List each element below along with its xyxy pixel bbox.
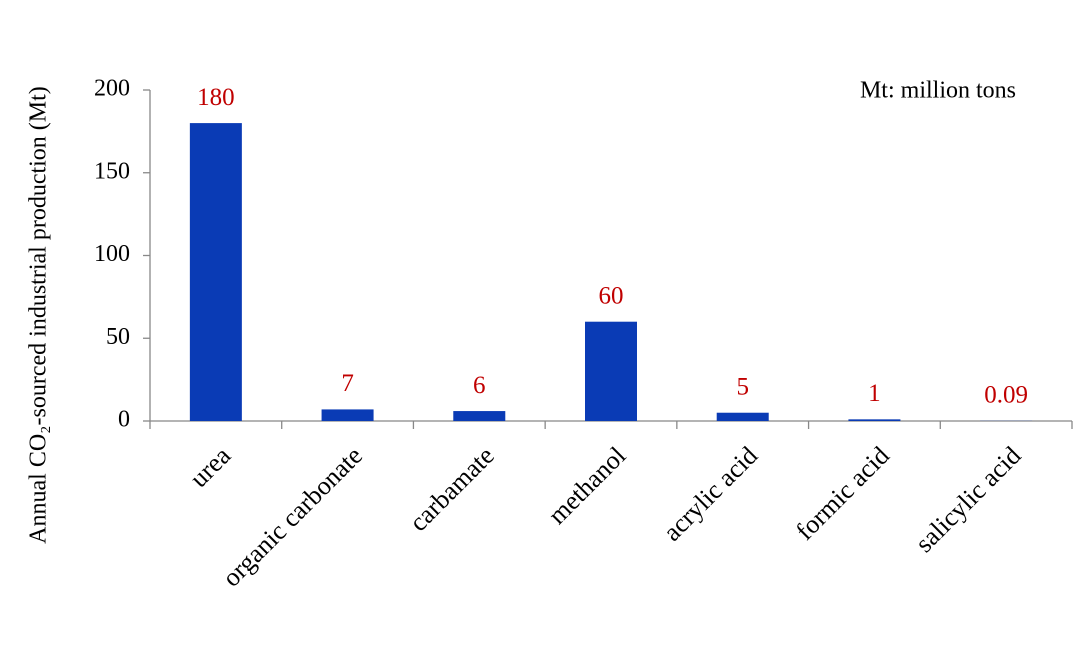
bar <box>321 409 374 421</box>
x-tick-label: urea <box>184 441 236 493</box>
x-tick-label: acrylic acid <box>657 441 763 547</box>
x-tick-label: methanol <box>543 441 632 530</box>
data-label: 7 <box>341 370 354 397</box>
x-tick-label: formic acid <box>790 441 895 546</box>
x-tick-label: salicylic acid <box>910 441 1027 558</box>
data-label: 60 <box>599 282 624 309</box>
bar <box>848 419 901 421</box>
data-label: 1 <box>868 380 881 407</box>
bar <box>189 123 242 421</box>
y-tick-label: 100 <box>94 241 130 267</box>
bar <box>585 321 637 421</box>
y-tick-label: 50 <box>106 324 130 350</box>
annotation: Mt: million tons <box>860 78 1016 104</box>
y-tick-label: 200 <box>94 76 130 102</box>
bar <box>453 411 506 421</box>
data-label: 5 <box>736 373 749 400</box>
bar <box>716 412 769 421</box>
data-label: 6 <box>473 372 486 399</box>
y-tick-label: 150 <box>94 158 130 184</box>
data-label: 180 <box>197 84 235 111</box>
x-tick-label: carbamate <box>404 441 500 537</box>
y-tick-label: 0 <box>118 407 130 433</box>
x-tick-label: organic carbonate <box>217 441 368 592</box>
data-label: 0.09 <box>984 382 1028 409</box>
y-axis-label: Annual CO₂-sourced industrial production… <box>26 86 52 544</box>
